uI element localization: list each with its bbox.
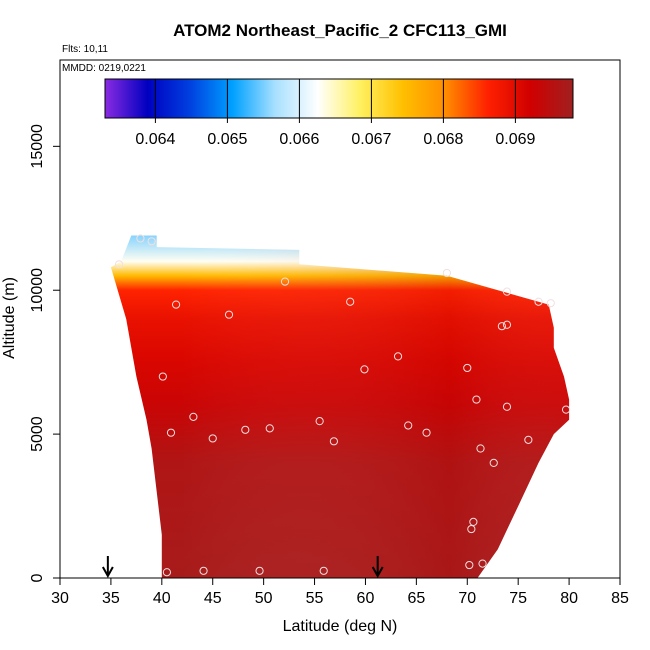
sample-point xyxy=(463,363,472,373)
sample-point xyxy=(224,310,234,319)
sample-point xyxy=(360,365,369,374)
sample-point xyxy=(189,412,198,421)
sample-point xyxy=(502,320,512,329)
sample-point xyxy=(162,568,172,577)
sample-point xyxy=(497,322,506,331)
sample-point xyxy=(469,517,478,526)
sample-point xyxy=(199,566,208,575)
x-tick-label: 85 xyxy=(611,590,629,607)
y-axis-label: Altitude (m) xyxy=(1,277,18,359)
sample-point xyxy=(315,417,324,426)
x-tick-label: 35 xyxy=(102,590,120,607)
sample-point xyxy=(524,435,533,444)
sample-point xyxy=(472,395,481,404)
sample-point xyxy=(465,560,474,570)
x-tick-label: 30 xyxy=(51,590,69,607)
colorbar-tick-label: 0.067 xyxy=(351,131,391,148)
y-tick-label: 5000 xyxy=(29,416,46,452)
y-tick-label: 0 xyxy=(29,573,46,582)
sample-point xyxy=(478,559,487,568)
sample-point xyxy=(166,428,176,437)
sample-point xyxy=(476,444,485,453)
plot-area xyxy=(59,59,621,579)
sample-point xyxy=(346,297,355,306)
sample-point xyxy=(158,372,167,381)
x-tick-label: 50 xyxy=(255,590,273,607)
flights-label: Flts: 10,11 xyxy=(62,44,108,55)
x-tick-label: 65 xyxy=(407,590,425,607)
arrow-head xyxy=(101,566,114,579)
sample-point xyxy=(502,402,512,411)
colorbar: 0.064 0.065 0.066 0.067 0.068 0.069 xyxy=(104,78,574,148)
arrow-head xyxy=(371,566,384,579)
sample-point xyxy=(442,268,452,278)
sample-point xyxy=(319,566,328,575)
y-tick-label: 10000 xyxy=(29,268,46,313)
sample-point xyxy=(467,524,476,534)
sample-point xyxy=(255,566,264,575)
x-tick-label: 80 xyxy=(560,590,578,607)
colorbar-tick-label: 0.068 xyxy=(423,131,463,148)
down-arrow-icon xyxy=(101,556,114,579)
sample-point xyxy=(136,234,145,243)
sample-point xyxy=(393,352,403,361)
sample-point xyxy=(329,437,338,446)
dates-label: MMDD: 0219,0221 xyxy=(62,63,146,74)
x-axis: 30 35 40 45 50 55 60 65 70 75 80 85 xyxy=(51,577,629,607)
flight-arrows xyxy=(101,556,384,579)
colorbar-gradient xyxy=(104,78,574,119)
colorbar-tick-label: 0.065 xyxy=(207,131,247,148)
sample-point xyxy=(265,424,274,433)
x-tick-label: 60 xyxy=(357,590,375,607)
y-axis: 0 5000 10000 15000 xyxy=(29,124,61,582)
sample-point xyxy=(280,277,290,286)
x-tick-label: 40 xyxy=(153,590,171,607)
sample-point xyxy=(241,425,250,434)
colorbar-tick-label: 0.069 xyxy=(495,131,535,148)
colorbar-tick-label: 0.066 xyxy=(279,131,319,148)
sample-point xyxy=(208,434,217,443)
sample-point xyxy=(502,287,512,296)
sample-point xyxy=(114,260,124,269)
x-axis-label: Latitude (deg N) xyxy=(283,618,398,635)
chart-title: ATOM2 Northeast_Pacific_2 CFC113_GMI xyxy=(173,21,507,40)
sample-point xyxy=(534,297,543,306)
x-tick-label: 55 xyxy=(306,590,324,607)
sample-point xyxy=(561,405,571,414)
colorbar-ticks: 0.064 0.065 0.066 0.067 0.068 0.069 xyxy=(135,79,536,148)
curtain-shade xyxy=(110,235,570,578)
sample-point xyxy=(546,299,555,308)
colorbar-tick-label: 0.064 xyxy=(135,131,175,148)
x-tick-label: 45 xyxy=(204,590,222,607)
y-tick-label: 15000 xyxy=(29,124,46,169)
x-tick-label: 70 xyxy=(458,590,476,607)
x-tick-label: 75 xyxy=(509,590,527,607)
sample-point xyxy=(404,421,413,430)
curtain-field xyxy=(110,235,570,578)
sample-point xyxy=(422,428,431,437)
sample-point xyxy=(171,300,181,309)
sample-point xyxy=(489,458,498,467)
sample-points xyxy=(114,234,571,577)
down-arrow-icon xyxy=(371,556,384,579)
sample-point xyxy=(147,237,156,246)
